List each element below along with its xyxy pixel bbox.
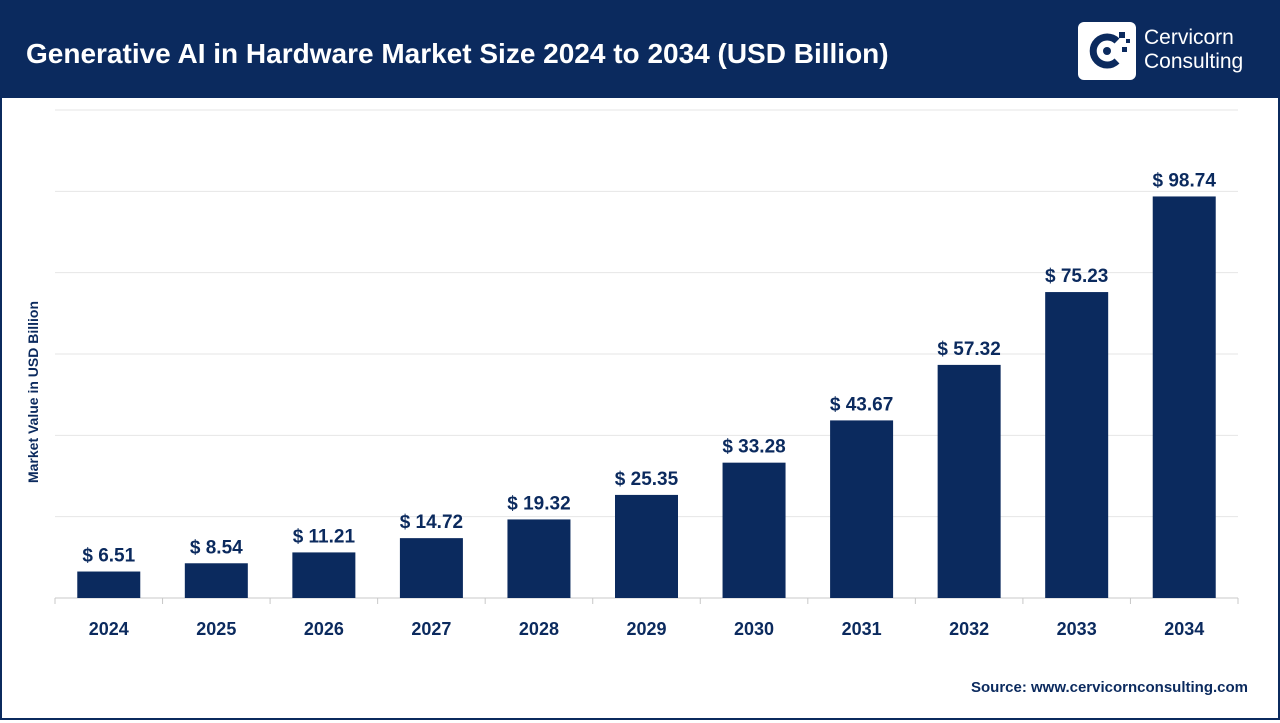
bar-2030 bbox=[722, 462, 786, 598]
chart-title: Generative AI in Hardware Market Size 20… bbox=[26, 38, 889, 69]
data-label-2028: $ 19.32 bbox=[507, 493, 570, 514]
bar-2033 bbox=[1045, 292, 1109, 598]
data-label-2033: $ 75.23 bbox=[1045, 266, 1108, 287]
x-tick-label-2024: 2024 bbox=[89, 619, 129, 639]
bar-2027 bbox=[399, 538, 463, 598]
bar-2024 bbox=[77, 571, 141, 598]
data-label-2025: $ 8.54 bbox=[190, 537, 243, 558]
x-tick-label-2026: 2026 bbox=[304, 619, 344, 639]
bars bbox=[77, 196, 1216, 598]
logo-line-2: Consulting bbox=[1144, 50, 1244, 73]
x-tick-label-2025: 2025 bbox=[196, 619, 236, 639]
x-tick-label-2029: 2029 bbox=[626, 619, 666, 639]
logo-c-shape bbox=[1089, 33, 1120, 69]
logo-square-3 bbox=[1122, 47, 1127, 52]
header-bar: Generative AI in Hardware Market Size 20… bbox=[2, 2, 1278, 98]
cervicorn-logo-icon bbox=[1078, 22, 1136, 80]
x-tick-label-2033: 2033 bbox=[1057, 619, 1097, 639]
x-tick-label-2034: 2034 bbox=[1164, 619, 1204, 639]
chart-area: $ 6.51 $ 8.54 $ 11.21 $ 14.72 $ 19.32 $ 25.35… bbox=[2, 98, 1278, 718]
data-label-2031: $ 43.67 bbox=[830, 394, 893, 415]
x-tick-label-2032: 2032 bbox=[949, 619, 989, 639]
x-tick-label-2031: 2031 bbox=[842, 619, 882, 639]
logo-dot bbox=[1103, 47, 1111, 55]
source-note: Source: www.cervicornconsulting.com bbox=[970, 679, 1248, 696]
logo-square-1 bbox=[1119, 32, 1125, 38]
bar-chart: $ 6.51 $ 8.54 $ 11.21 $ 14.72 $ 19.32 $ 25.35… bbox=[54, 109, 1239, 639]
bar-2029 bbox=[615, 494, 678, 598]
x-tick-label-2027: 2027 bbox=[411, 619, 451, 639]
data-label-2026: $ 11.21 bbox=[293, 526, 356, 547]
bar-2028 bbox=[507, 519, 571, 598]
data-labels: $ 6.51 $ 8.54 $ 11.21 $ 14.72 $ 19.32 $ 25.35… bbox=[82, 170, 1216, 566]
bar-2032 bbox=[937, 364, 1001, 598]
logo-wordmark: Cervicorn Consulting bbox=[1144, 26, 1243, 74]
data-label-2034: $ 98.74 bbox=[1153, 170, 1217, 191]
logo-square-2 bbox=[1126, 39, 1130, 43]
data-label-2032: $ 57.32 bbox=[937, 339, 1000, 360]
data-label-2027: $ 14.72 bbox=[400, 512, 463, 533]
x-tick-label-2030: 2030 bbox=[734, 619, 774, 639]
bar-2026 bbox=[292, 552, 356, 598]
logo-mark bbox=[1089, 32, 1130, 69]
x-tick-label-2028: 2028 bbox=[519, 619, 559, 639]
data-label-2024: $ 6.51 bbox=[82, 546, 135, 567]
x-axis: 2024 2025 2026 2027 2028 2029 2030 2031 2032 2033… bbox=[54, 598, 1239, 639]
y-axis-label: Market Value in USD Billion bbox=[25, 300, 41, 484]
data-label-2030: $ 33.28 bbox=[722, 437, 785, 458]
logo-line-1: Cervicorn bbox=[1144, 26, 1234, 49]
bar-2025 bbox=[184, 563, 248, 598]
bar-2031 bbox=[830, 420, 894, 598]
data-label-2029: $ 25.35 bbox=[615, 469, 679, 490]
bar-2034 bbox=[1152, 196, 1216, 598]
